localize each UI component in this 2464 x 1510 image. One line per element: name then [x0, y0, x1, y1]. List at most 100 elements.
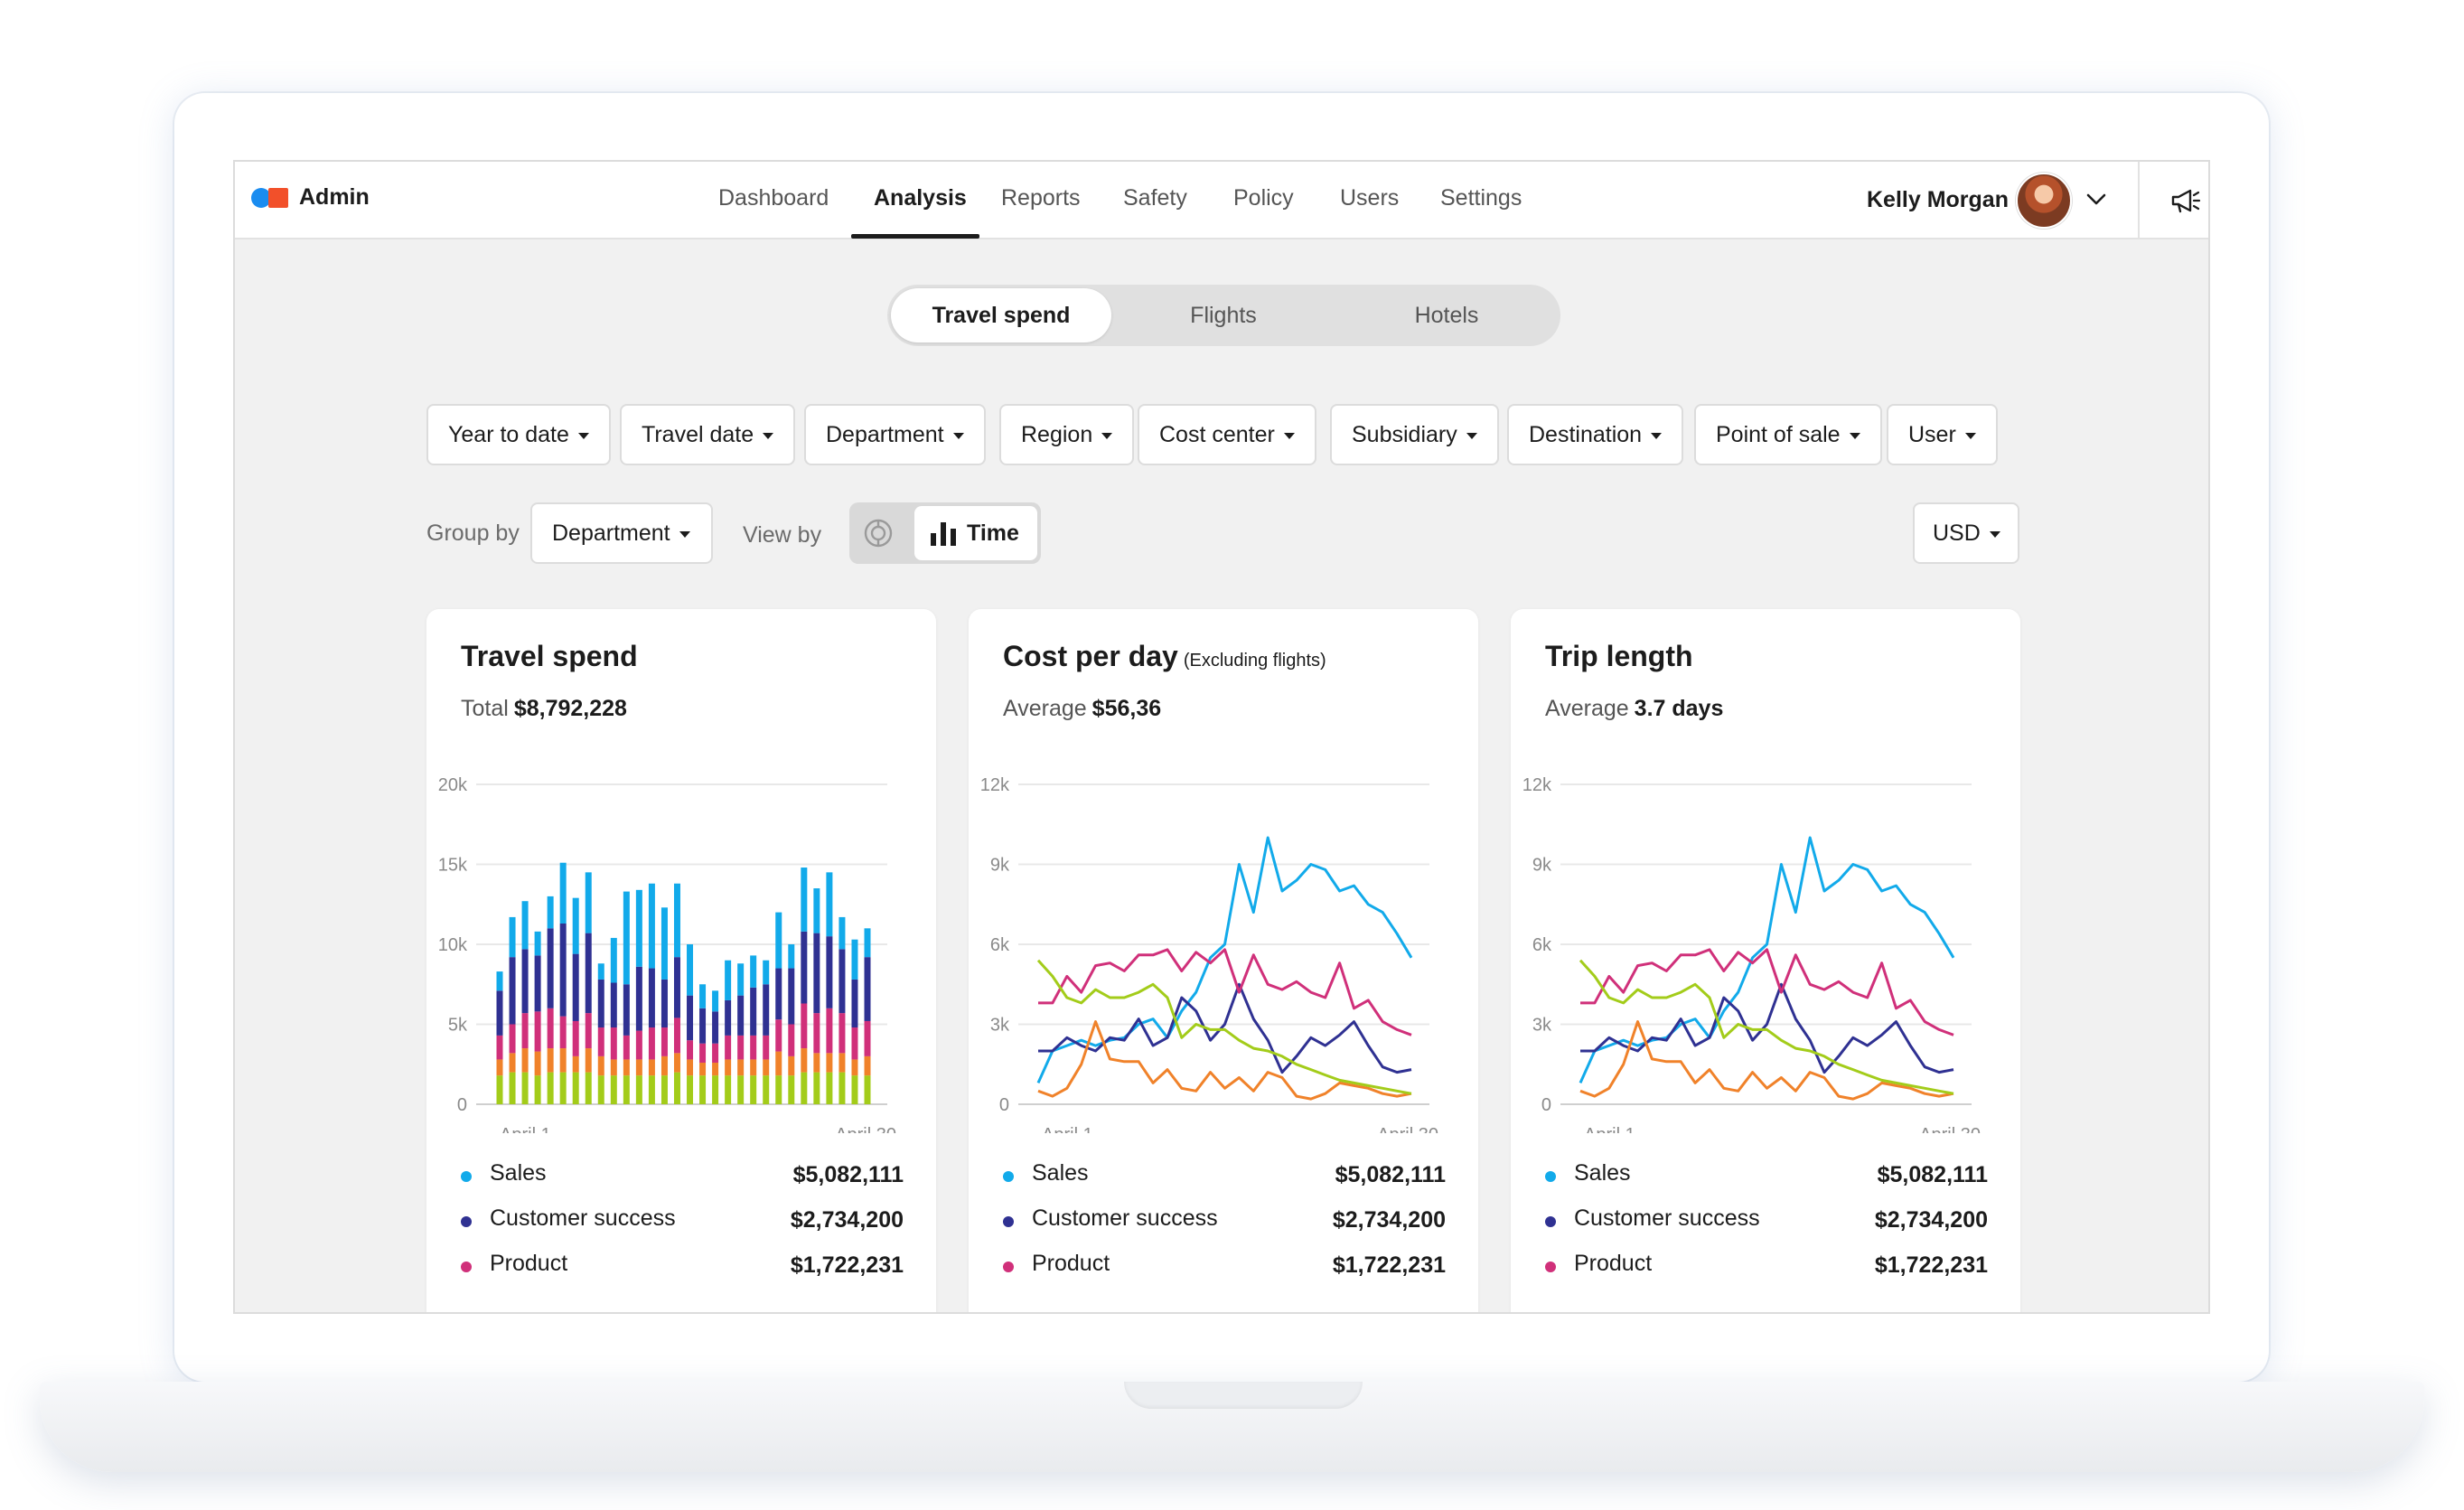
- bar-segment[interactable]: [597, 963, 604, 980]
- nav-settings[interactable]: Settings: [1440, 185, 1522, 211]
- bar-segment[interactable]: [788, 1024, 795, 1056]
- bar-segment[interactable]: [673, 883, 680, 958]
- bar-segment[interactable]: [661, 979, 668, 1028]
- bar-segment[interactable]: [801, 931, 808, 1004]
- bar-segment[interactable]: [648, 1075, 655, 1104]
- bar-segment[interactable]: [509, 1072, 516, 1104]
- bar-segment[interactable]: [737, 963, 745, 996]
- bar-segment[interactable]: [559, 1072, 567, 1104]
- bar-segment[interactable]: [839, 916, 846, 950]
- series-line[interactable]: [1579, 836, 1955, 1084]
- bar-segment[interactable]: [547, 896, 554, 929]
- bar-segment[interactable]: [509, 957, 516, 1025]
- bar-segment[interactable]: [775, 1019, 782, 1052]
- bar-segment[interactable]: [763, 1075, 770, 1104]
- bar-segment[interactable]: [572, 1072, 579, 1104]
- user-name[interactable]: Kelly Morgan: [1867, 187, 2009, 212]
- bar-segment[interactable]: [572, 1055, 579, 1073]
- bar-segment[interactable]: [763, 984, 770, 1036]
- series-line[interactable]: [1580, 982, 1954, 1074]
- bar-segment[interactable]: [839, 949, 846, 1014]
- series-line[interactable]: [1038, 948, 1412, 1036]
- tab-hotels[interactable]: Hotels: [1414, 303, 1479, 328]
- bar-segment[interactable]: [737, 1059, 745, 1076]
- bar-segment[interactable]: [699, 1008, 707, 1044]
- bar-segment[interactable]: [864, 1020, 871, 1056]
- bar-segment[interactable]: [597, 979, 604, 1028]
- cost-per-day-line-chart[interactable]: 0 3k 6k 9k 12k April 1 April 30: [969, 754, 1478, 1133]
- bar-segment[interactable]: [661, 1055, 668, 1076]
- bar-segment[interactable]: [788, 1075, 795, 1104]
- bar-segment[interactable]: [648, 968, 655, 1028]
- bar-segment[interactable]: [687, 995, 694, 1041]
- bar-segment[interactable]: [788, 944, 795, 969]
- filter-user[interactable]: User: [1887, 404, 1998, 465]
- bar-segment[interactable]: [851, 1027, 858, 1060]
- nav-policy[interactable]: Policy: [1233, 185, 1294, 211]
- bar-segment[interactable]: [864, 928, 871, 958]
- bar-segment[interactable]: [712, 1011, 719, 1044]
- bar-segment[interactable]: [864, 1075, 871, 1104]
- bar-segment[interactable]: [687, 1040, 694, 1060]
- bar-segment[interactable]: [610, 1075, 617, 1104]
- bar-segment[interactable]: [534, 931, 541, 956]
- bar-segment[interactable]: [725, 1035, 732, 1060]
- bar-segment[interactable]: [699, 984, 707, 1008]
- trip-length-line-chart[interactable]: 0 3k 6k 9k 12k April 1 April 30: [1511, 754, 2020, 1133]
- series-line[interactable]: [1036, 836, 1413, 1084]
- bar-segment[interactable]: [788, 1055, 795, 1076]
- series-line[interactable]: [1038, 982, 1412, 1074]
- bar-segment[interactable]: [788, 968, 795, 1025]
- bar-segment[interactable]: [699, 1062, 707, 1076]
- bar-segment[interactable]: [635, 889, 642, 967]
- filter-department[interactable]: Department: [804, 404, 986, 465]
- bar-segment[interactable]: [673, 1053, 680, 1073]
- series-line[interactable]: [1579, 1020, 1954, 1101]
- user-avatar[interactable]: [2016, 173, 2072, 229]
- bar-segment[interactable]: [737, 995, 745, 1036]
- chevron-down-icon[interactable]: [2085, 187, 2108, 211]
- bar-segment[interactable]: [813, 1013, 820, 1054]
- bar-segment[interactable]: [687, 944, 694, 996]
- filter-subsidiary[interactable]: Subsidiary: [1330, 404, 1499, 465]
- series-line[interactable]: [1037, 1020, 1412, 1101]
- filter-region[interactable]: Region: [999, 404, 1135, 465]
- tab-flights[interactable]: Flights: [1190, 303, 1257, 328]
- bar-segment[interactable]: [673, 1072, 680, 1104]
- bar-segment[interactable]: [496, 1035, 503, 1060]
- filter-cost-center[interactable]: Cost center: [1138, 404, 1316, 465]
- bar-segment[interactable]: [687, 1059, 694, 1076]
- bar-segment[interactable]: [585, 1072, 592, 1104]
- bar-segment[interactable]: [648, 1059, 655, 1076]
- series-line[interactable]: [1036, 959, 1412, 1095]
- map-view-icon[interactable]: [860, 515, 896, 551]
- bar-segment[interactable]: [547, 1048, 554, 1073]
- group-by-select[interactable]: Department: [530, 502, 713, 564]
- bar-segment[interactable]: [661, 1075, 668, 1104]
- bar-segment[interactable]: [775, 912, 782, 969]
- bar-segment[interactable]: [661, 1027, 668, 1056]
- bar-segment[interactable]: [801, 1003, 808, 1049]
- bar-segment[interactable]: [496, 971, 503, 991]
- bar-segment[interactable]: [839, 1013, 846, 1054]
- bar-segment[interactable]: [775, 968, 782, 1020]
- filter-destination[interactable]: Destination: [1507, 404, 1684, 465]
- bar-segment[interactable]: [597, 1075, 604, 1104]
- bar-segment[interactable]: [572, 953, 579, 1021]
- bar-segment[interactable]: [635, 1030, 642, 1060]
- bar-segment[interactable]: [572, 1020, 579, 1056]
- filter-travel-date[interactable]: Travel date: [620, 404, 796, 465]
- bar-segment[interactable]: [737, 1035, 745, 1060]
- filter-point-of-sale[interactable]: Point of sale: [1694, 404, 1882, 465]
- bar-segment[interactable]: [826, 1072, 833, 1104]
- bar-segment[interactable]: [725, 999, 732, 1036]
- bar-segment[interactable]: [623, 984, 630, 1036]
- nav-safety[interactable]: Safety: [1123, 185, 1187, 211]
- bar-segment[interactable]: [496, 990, 503, 1036]
- bar-segment[interactable]: [509, 916, 516, 958]
- bar-segment[interactable]: [585, 1048, 592, 1073]
- bar-segment[interactable]: [813, 888, 820, 933]
- bar-segment[interactable]: [521, 1013, 529, 1049]
- bar-segment[interactable]: [496, 1075, 503, 1104]
- bar-segment[interactable]: [712, 1075, 719, 1104]
